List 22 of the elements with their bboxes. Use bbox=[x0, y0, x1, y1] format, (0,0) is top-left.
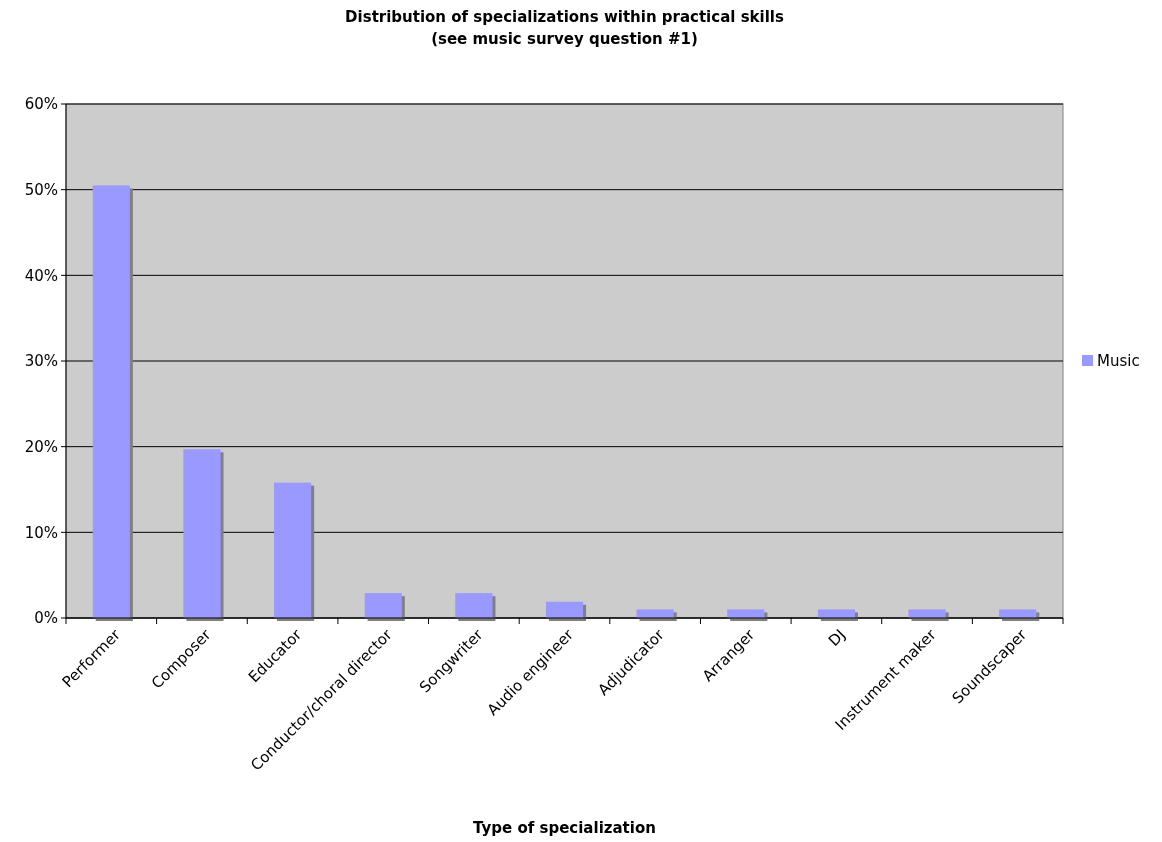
bar bbox=[999, 609, 1037, 618]
legend-label: Music bbox=[1097, 352, 1140, 371]
bar bbox=[727, 609, 765, 618]
bar bbox=[817, 609, 855, 618]
y-tick-label: 40% bbox=[24, 266, 58, 285]
bar bbox=[364, 593, 402, 618]
y-tick-label: 0% bbox=[34, 609, 58, 628]
x-tick-label: DJ bbox=[824, 625, 849, 650]
y-tick-label: 50% bbox=[24, 180, 58, 199]
bar bbox=[455, 593, 493, 618]
x-axis-title: Type of specialization bbox=[473, 819, 656, 837]
y-tick-label: 20% bbox=[24, 437, 58, 456]
y-tick-label: 60% bbox=[24, 95, 58, 114]
bar bbox=[908, 609, 946, 618]
chart-title: Distribution of specializations within practical skills (see music survey question #1) bbox=[345, 8, 784, 48]
bar bbox=[545, 601, 584, 618]
bar bbox=[274, 482, 312, 618]
bar bbox=[183, 449, 221, 618]
bar bbox=[636, 609, 674, 618]
y-tick-label: 10% bbox=[24, 523, 58, 542]
y-tick-label: 30% bbox=[24, 352, 58, 371]
bar bbox=[92, 185, 130, 618]
